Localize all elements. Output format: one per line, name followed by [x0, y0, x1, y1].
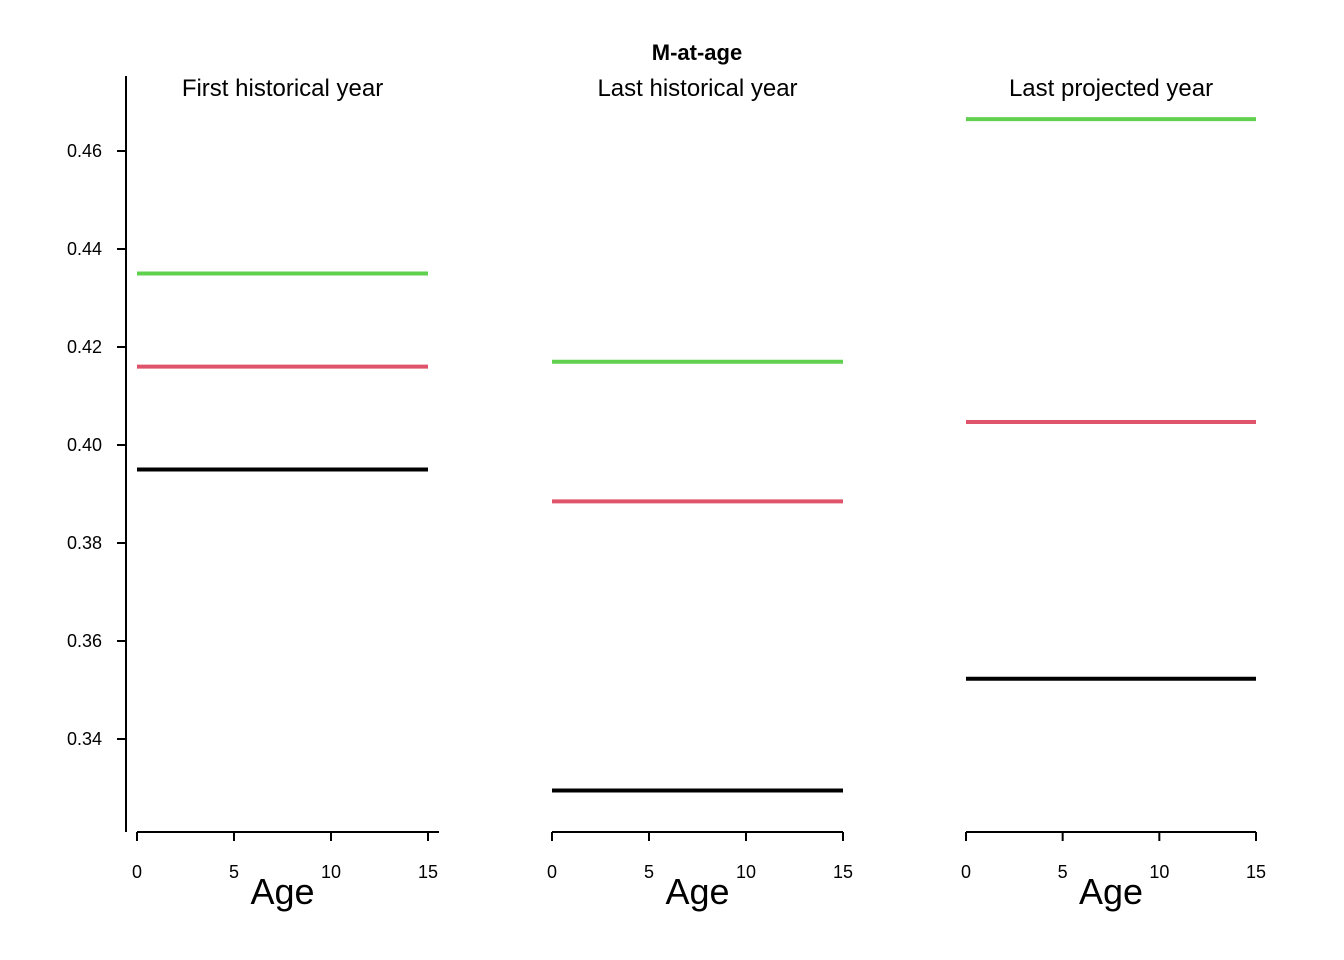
panel-title: Last projected year: [1009, 75, 1213, 102]
y-tick-label: 0.38: [67, 533, 102, 553]
x-tick-label: 5: [229, 862, 239, 882]
chart-title: M-at-age: [652, 40, 742, 65]
y-axis: 0.34 0.36 0.38 0.40 0.42 0.44 0.46: [67, 141, 126, 749]
x-tick-label: 5: [644, 862, 654, 882]
x-tick-label: 15: [833, 862, 853, 882]
y-tick-label: 0.36: [67, 631, 102, 651]
x-axis-label: Age: [665, 871, 729, 912]
x-tick-label: 10: [736, 862, 756, 882]
y-tick-label: 0.46: [67, 141, 102, 161]
x-tick-label: 0: [961, 862, 971, 882]
x-tick-label: 10: [321, 862, 341, 882]
panel-1: First historical year 0 5 10 15 Age: [132, 75, 439, 912]
x-tick-label: 0: [132, 862, 142, 882]
panel-title: Last historical year: [597, 75, 797, 102]
panel-3: Last projected year 0 5 10 15 Age: [961, 75, 1266, 912]
x-axis-label: Age: [1079, 871, 1143, 912]
y-tick-label: 0.34: [67, 729, 102, 749]
x-tick-label: 5: [1058, 862, 1068, 882]
x-tick-label: 15: [418, 862, 438, 882]
y-tick-label: 0.44: [67, 239, 102, 259]
y-tick-label: 0.40: [67, 435, 102, 455]
x-tick-label: 0: [547, 862, 557, 882]
x-tick-label: 10: [1149, 862, 1169, 882]
x-axis-label: Age: [250, 871, 314, 912]
y-tick-label: 0.42: [67, 337, 102, 357]
x-tick-label: 15: [1246, 862, 1266, 882]
panel-2: Last historical year 0 5 10 15 Age: [547, 75, 853, 912]
panel-title: First historical year: [182, 75, 383, 102]
